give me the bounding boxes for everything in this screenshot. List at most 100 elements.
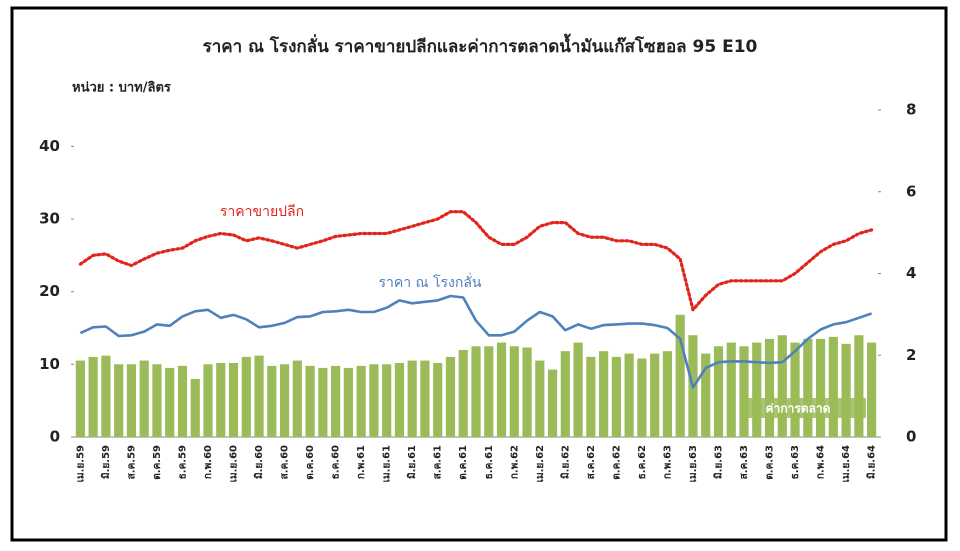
y-tick-label: 30 bbox=[39, 210, 60, 228]
legend-swatch bbox=[748, 398, 866, 418]
bar bbox=[343, 367, 353, 437]
bar bbox=[126, 364, 137, 437]
unit-label: หน่วย : บาท/ลิตร bbox=[72, 81, 171, 96]
bar bbox=[152, 364, 162, 437]
bar bbox=[496, 342, 507, 437]
bar bbox=[752, 342, 762, 437]
bar bbox=[356, 365, 366, 437]
x-tick-label: ส.ค.63 bbox=[739, 445, 750, 479]
bar bbox=[216, 363, 226, 437]
bar bbox=[675, 314, 685, 437]
bar bbox=[458, 349, 468, 437]
bar bbox=[433, 363, 443, 437]
x-tick-label: ต.ค.59 bbox=[152, 445, 163, 480]
x-tick-label: ส.ค.60 bbox=[280, 445, 291, 479]
y2-tick-label: 2 bbox=[906, 346, 916, 364]
x-tick-label: ก.พ.61 bbox=[356, 445, 367, 479]
x-tick-label: ส.ค.61 bbox=[433, 445, 444, 479]
y2-tick-label: 6 bbox=[906, 182, 916, 200]
y-tick-label: 20 bbox=[39, 282, 60, 300]
bar bbox=[854, 335, 864, 437]
bar bbox=[650, 353, 660, 437]
bar bbox=[560, 351, 570, 437]
bar bbox=[203, 364, 213, 437]
bar bbox=[777, 335, 787, 437]
x-tick-label: ก.พ.62 bbox=[509, 445, 520, 479]
frame bbox=[10, 6, 948, 542]
x-tick-label: มิ.ย.60 bbox=[253, 445, 265, 479]
bar bbox=[637, 358, 647, 437]
x-tick-label: ส.ค.59 bbox=[126, 445, 137, 479]
legend-label: ค่าการตลาด bbox=[766, 402, 831, 416]
bar bbox=[177, 365, 188, 437]
bar bbox=[803, 338, 813, 437]
bar bbox=[790, 342, 800, 437]
x-tick-label: เม.ย.64 bbox=[841, 445, 852, 482]
y-tick-label: 40 bbox=[39, 137, 60, 155]
y2-tick-label: 0 bbox=[906, 428, 916, 446]
x-tick-label: ธ.ค.62 bbox=[637, 445, 648, 479]
bar bbox=[522, 347, 532, 437]
bar bbox=[254, 355, 264, 437]
x-tick-label: ธ.ค.60 bbox=[331, 445, 342, 479]
chart-title: ราคา ณ โรงกลั่น ราคาขายปลีกและค่าการตลาด… bbox=[203, 33, 758, 57]
bar bbox=[509, 346, 519, 437]
bar bbox=[101, 355, 111, 437]
bar bbox=[75, 360, 85, 437]
x-tick-label: ต.ค.63 bbox=[765, 445, 776, 480]
bar bbox=[547, 369, 558, 437]
bar bbox=[815, 338, 826, 437]
x-tick-label: มิ.ย.63 bbox=[712, 445, 724, 479]
bar bbox=[139, 360, 149, 437]
bar bbox=[611, 356, 621, 437]
bar bbox=[586, 356, 596, 437]
line bbox=[78, 210, 874, 312]
x-tick-label: เม.ย.60 bbox=[229, 445, 240, 482]
bar bbox=[114, 364, 124, 437]
bar bbox=[535, 360, 545, 437]
bar bbox=[484, 346, 494, 437]
series-label: ราคาขายปลีก bbox=[220, 204, 304, 220]
x-tick-label: ต.ค.61 bbox=[458, 445, 469, 480]
x-tick-label: มิ.ย.64 bbox=[866, 445, 878, 479]
x-tick-label: ส.ค.62 bbox=[586, 445, 597, 479]
bar bbox=[841, 343, 851, 437]
bar bbox=[407, 360, 417, 437]
bar bbox=[279, 364, 290, 437]
bar bbox=[573, 342, 583, 437]
bar bbox=[828, 336, 838, 437]
bar bbox=[420, 360, 430, 437]
bar bbox=[739, 346, 749, 437]
y-tick-label: 0 bbox=[50, 428, 60, 446]
bar bbox=[292, 360, 302, 437]
bar bbox=[726, 342, 736, 437]
bar bbox=[394, 363, 405, 437]
bar bbox=[228, 363, 239, 437]
y-tick-label: 10 bbox=[39, 355, 60, 373]
x-tick-label: เม.ย.59 bbox=[75, 445, 86, 482]
bar bbox=[267, 365, 277, 437]
y2-tick-label: 8 bbox=[906, 101, 916, 119]
x-tick-label: ก.พ.60 bbox=[203, 445, 214, 479]
bar bbox=[867, 342, 877, 437]
x-tick-label: ต.ค.60 bbox=[305, 445, 316, 480]
line bbox=[79, 294, 873, 389]
bar bbox=[662, 351, 673, 437]
x-tick-label: ธ.ค.61 bbox=[484, 445, 495, 479]
x-tick-label: มิ.ย.61 bbox=[406, 445, 418, 479]
x-tick-label: มิ.ย.62 bbox=[559, 445, 571, 479]
bar bbox=[88, 356, 98, 437]
bar bbox=[764, 338, 775, 437]
x-tick-label: ต.ค.62 bbox=[611, 445, 622, 480]
series-label: ราคา ณ โรงกลั่น bbox=[379, 273, 482, 291]
bar bbox=[165, 367, 175, 437]
x-tick-label: เม.ย.62 bbox=[535, 445, 546, 482]
bar bbox=[331, 365, 341, 437]
bar bbox=[382, 364, 392, 437]
bar bbox=[713, 346, 724, 437]
y2-tick-label: 4 bbox=[906, 264, 916, 282]
bar bbox=[369, 364, 379, 437]
bar bbox=[190, 378, 200, 437]
